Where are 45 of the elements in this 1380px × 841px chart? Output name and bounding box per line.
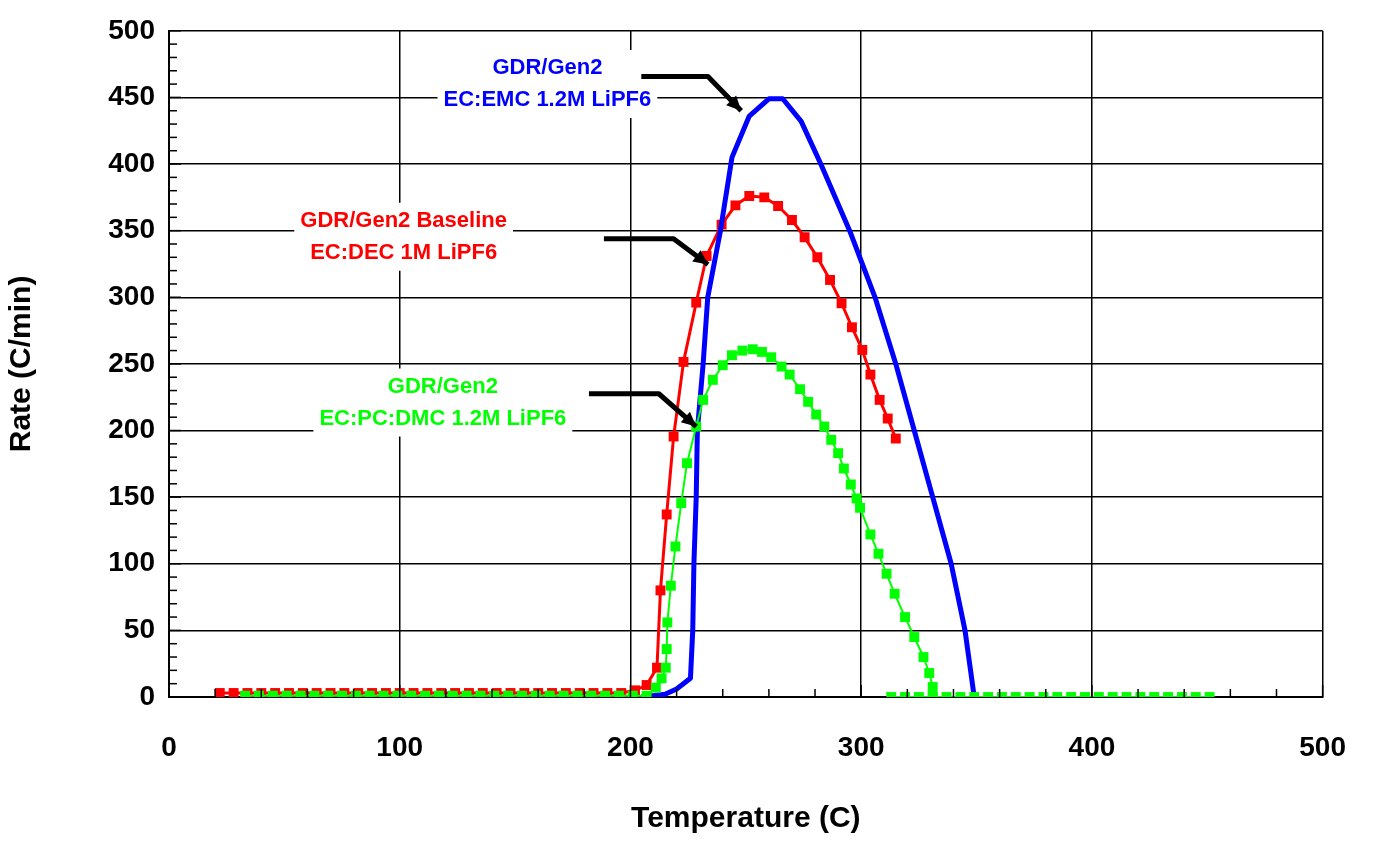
point <box>825 275 835 285</box>
point <box>744 191 755 201</box>
y-tick-label: 200 <box>108 413 155 445</box>
point <box>787 215 797 225</box>
point <box>678 356 689 367</box>
point <box>214 688 225 697</box>
point <box>865 369 876 380</box>
y-axis-title: Rate (C/min) <box>3 275 37 453</box>
x-tick-label: 200 <box>607 730 654 762</box>
point <box>812 252 823 263</box>
x-axis-title: Temperature (C) <box>631 800 861 834</box>
point <box>641 680 652 690</box>
x-tick-label: 400 <box>1068 730 1116 762</box>
point <box>730 200 741 211</box>
text: GDR/Gen2 Baseline EC:DEC 1M LiPF6 <box>300 206 507 264</box>
point <box>661 509 672 520</box>
y-tick-label: 100 <box>108 546 155 578</box>
point <box>228 688 239 697</box>
x-tick-label: 100 <box>376 730 424 762</box>
point <box>668 431 679 442</box>
y-tick-label: 400 <box>108 146 155 178</box>
point <box>882 413 893 424</box>
point <box>773 201 784 211</box>
y-tick-label: 500 <box>108 13 155 45</box>
y-tick-label: 50 <box>123 613 155 645</box>
text: GDR/Gen2 EC:EMC 1.2M LiPF6 <box>443 54 652 112</box>
point <box>847 322 857 333</box>
y-tick-label: 450 <box>108 80 155 112</box>
point <box>836 298 847 309</box>
point <box>759 192 770 203</box>
point <box>655 585 666 596</box>
y-tick-label: 150 <box>108 479 155 511</box>
point <box>691 297 702 308</box>
point <box>799 232 810 243</box>
y-tick-label: 350 <box>108 213 155 245</box>
x-tick-label: 300 <box>837 730 885 762</box>
point <box>857 344 868 355</box>
text: GDR/Gen2 EC:PC:DMC 1.2M LiPF6 <box>319 372 567 430</box>
x-tick-label: 500 <box>1299 730 1346 762</box>
point <box>874 394 885 405</box>
y-tick-label: 250 <box>108 346 155 378</box>
y-tick-label: 0 <box>139 679 155 711</box>
x-tick-label: 0 <box>161 730 177 762</box>
point <box>890 433 901 444</box>
y-tick-label: 300 <box>108 280 155 311</box>
